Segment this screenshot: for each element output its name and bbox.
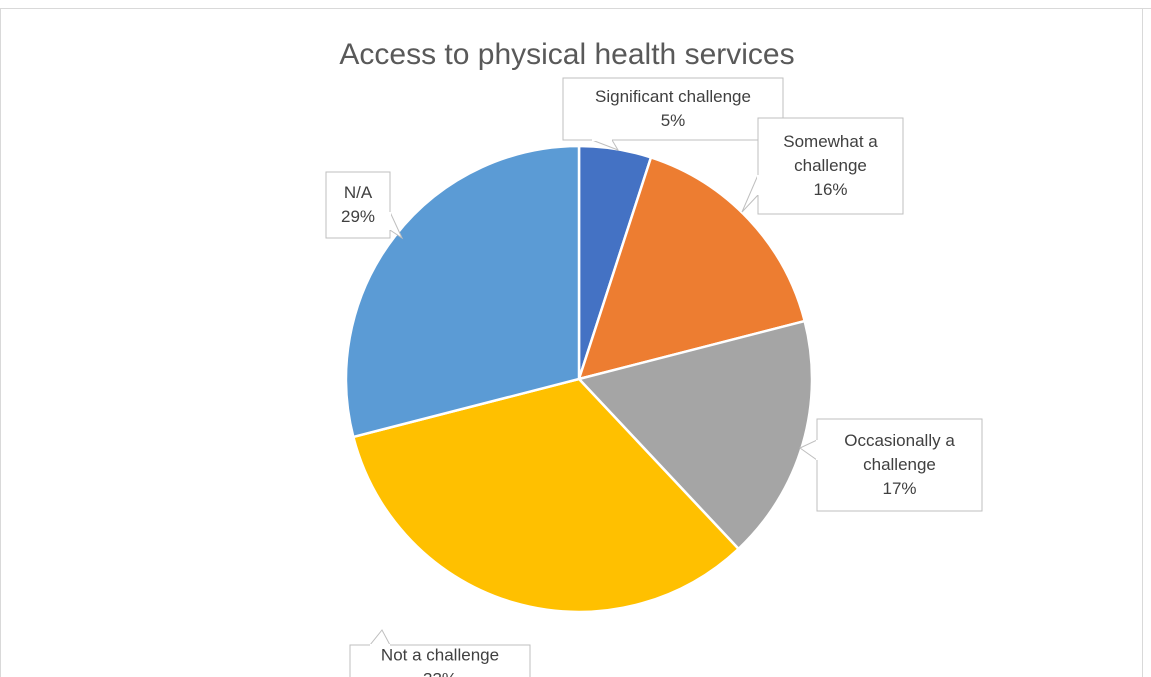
data-label-pointer (368, 629, 391, 646)
data-label-box (816, 418, 983, 512)
data-label-significant-challenge: Significant challenge 5% (562, 77, 784, 151)
data-label-value: 29% (341, 207, 375, 226)
data-label-somewhat-a-challenge: Somewhat a challenge 16% (741, 117, 904, 215)
data-label-pointer (741, 174, 759, 213)
data-label-value: 17% (882, 479, 916, 498)
data-label-category-line-2: challenge (794, 156, 867, 175)
data-label-not-a-challenge: Not a challenge 33% (349, 629, 531, 677)
pie-slice-occasionally-a-challenge (577, 319, 814, 551)
data-label-value: 5% (661, 111, 686, 130)
data-label-value: 33% (423, 670, 457, 677)
pie-slice-n-a (344, 144, 581, 439)
pie-slice-somewhat-a-challenge (577, 156, 806, 381)
data-label-n-a: N/A 29% (325, 171, 404, 240)
data-label-category-line-1: Occasionally a (844, 431, 955, 450)
slices-layer (344, 144, 814, 614)
data-label-pointer (389, 211, 404, 240)
data-label-box (562, 77, 784, 141)
data-label-value: 16% (813, 180, 847, 199)
data-label-category-line-2: challenge (863, 455, 936, 474)
data-label-category-line-1: Somewhat a (783, 132, 878, 151)
data-label-category: N/A (344, 183, 373, 202)
data-label-box (325, 171, 391, 239)
pie-slice-not-a-challenge (352, 377, 740, 614)
chart-title: Access to physical health services (339, 38, 794, 71)
data-label-occasionally-a-challenge: Occasionally a challenge 17% (799, 418, 983, 512)
data-label-category: Not a challenge (381, 646, 499, 665)
data-label-box (349, 644, 531, 677)
data-label-box (757, 117, 904, 215)
callouts-layer: Significant challenge 5% Somewhat a challen… (325, 77, 983, 677)
data-label-category: Significant challenge (595, 87, 751, 106)
